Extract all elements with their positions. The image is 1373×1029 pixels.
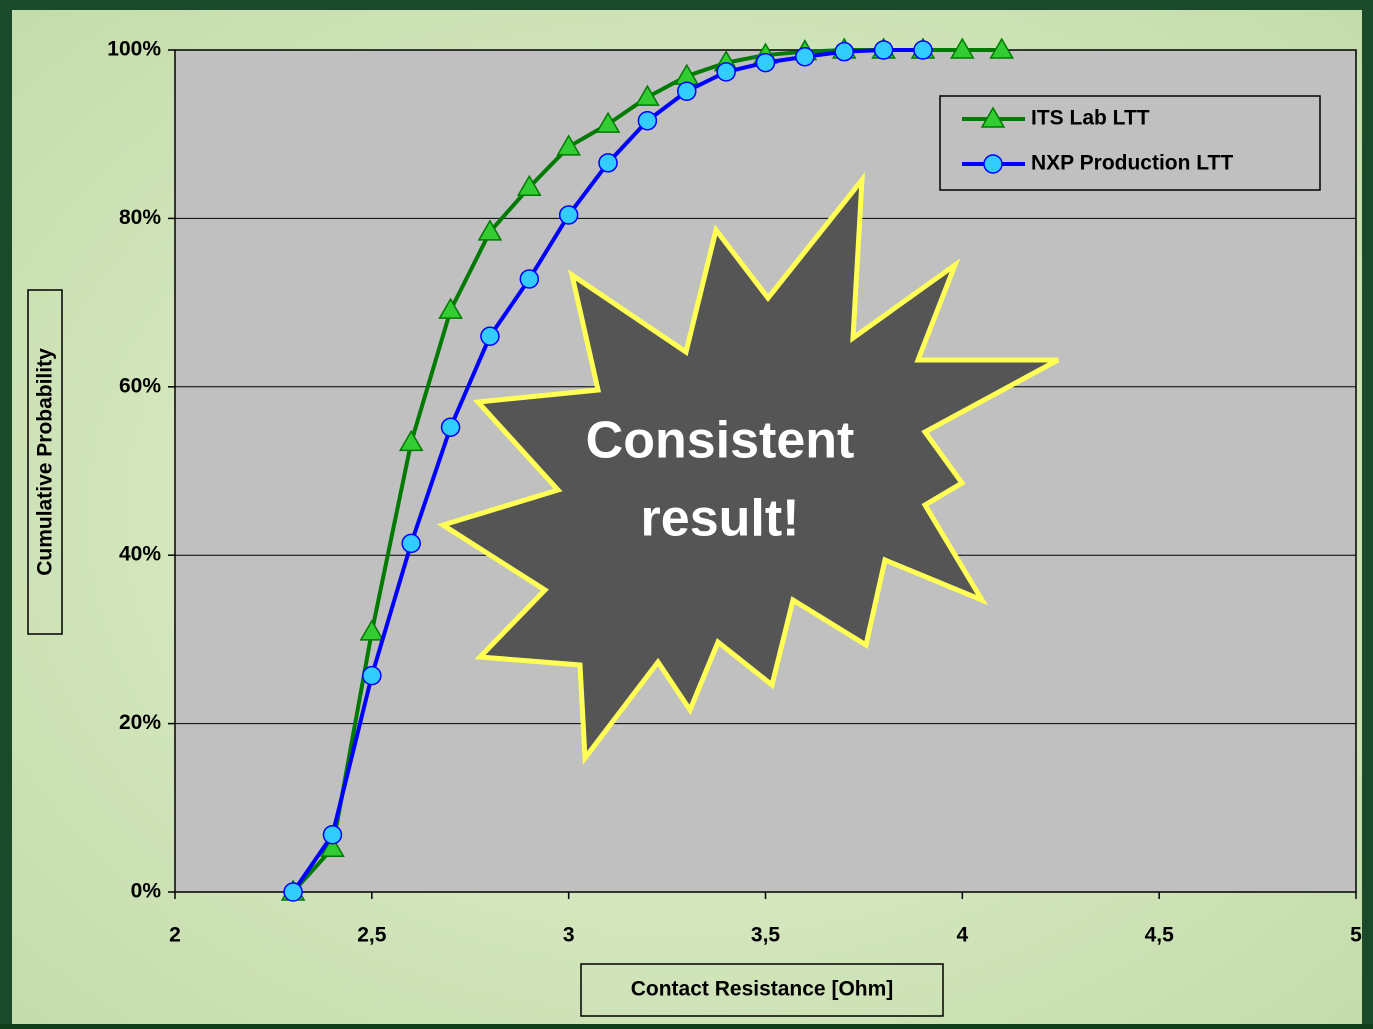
legend-label: NXP Production LTT	[1031, 152, 1233, 175]
y-tick-label: 0%	[131, 880, 162, 903]
x-tick-label: 4,5	[1145, 924, 1175, 947]
y-tick-label: 80%	[119, 206, 161, 229]
marker	[984, 155, 1002, 173]
y-axis-title: Cumulative Probability	[34, 348, 57, 576]
marker	[638, 112, 656, 130]
annotation: result!	[641, 490, 800, 548]
y-tick-label: 100%	[107, 38, 161, 61]
marker	[323, 826, 341, 844]
x-tick-label: 3	[563, 924, 575, 947]
annotation: Consistent	[586, 412, 855, 470]
marker	[717, 63, 735, 81]
chart: Consistent result! Cumulative Probabilit…	[0, 0, 1373, 1024]
x-tick-label: 2,5	[357, 924, 387, 947]
marker	[599, 154, 617, 172]
marker	[875, 41, 893, 59]
marker	[560, 206, 578, 224]
page: Consistent result! Cumulative Probabilit…	[0, 0, 1373, 1024]
marker	[678, 82, 696, 100]
y-tick-label: 60%	[119, 374, 161, 397]
marker	[284, 883, 302, 901]
marker	[442, 418, 460, 436]
marker	[520, 270, 538, 288]
y-tick-label: 20%	[119, 711, 161, 734]
marker	[363, 667, 381, 685]
x-tick-label: 2	[169, 924, 181, 947]
x-axis-title: Contact Resistance [Ohm]	[631, 978, 894, 1001]
y-tick-label: 40%	[119, 543, 161, 566]
x-tick-label: 5	[1350, 924, 1362, 947]
marker	[757, 54, 775, 72]
x-tick-label: 3,5	[751, 924, 781, 947]
marker	[481, 327, 499, 345]
marker	[835, 43, 853, 61]
marker	[796, 48, 814, 66]
legend-label: ITS Lab LTT	[1031, 107, 1150, 130]
x-tick-label: 4	[956, 924, 968, 947]
marker	[402, 534, 420, 552]
marker	[914, 41, 932, 59]
